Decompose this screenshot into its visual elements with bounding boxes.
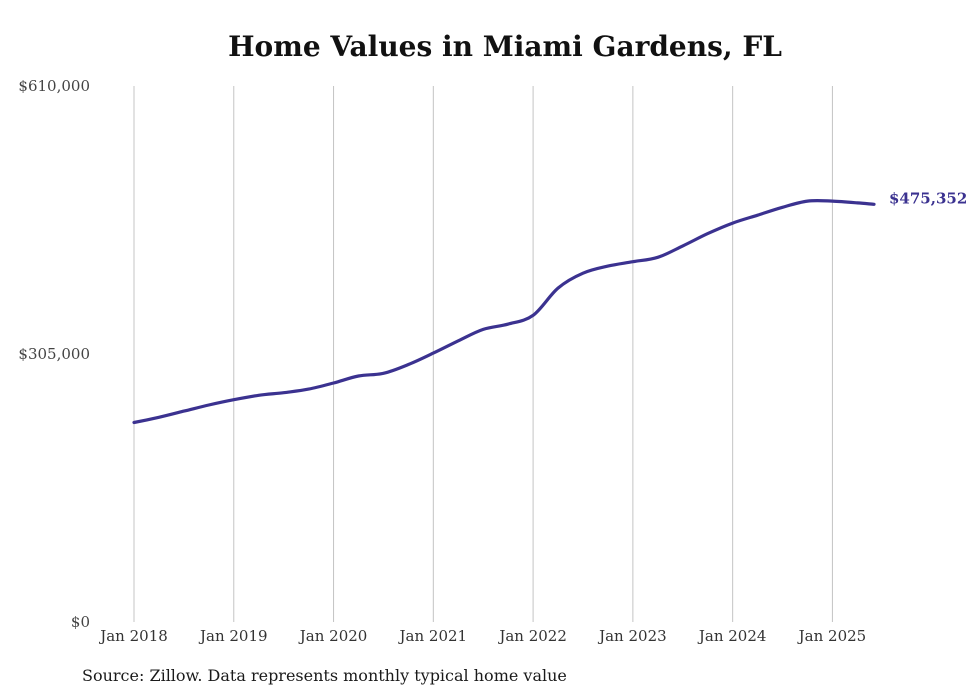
y-tick-label: $610,000 [18,77,90,95]
x-tick-label: Jan 2018 [98,627,168,645]
data-labels: $475,352 [889,189,967,207]
chart-title: Home Values in Miami Gardens, FL [228,30,782,63]
end-value-label: $475,352 [889,189,967,207]
y-axis: $0 $305,000 $610,000 [18,77,90,631]
grid-lines [133,86,833,622]
x-tick-label: Jan 2023 [597,627,667,645]
x-tick-label: Jan 2024 [697,627,767,645]
y-tick-label: $0 [71,613,90,631]
y-tick-label: $305,000 [18,345,90,363]
home-value-line [132,198,876,425]
x-tick-label: Jan 2019 [198,627,268,645]
series-layer [132,198,876,425]
source-note: Source: Zillow. Data represents monthly … [82,666,567,685]
x-axis: Jan 2018 Jan 2019 Jan 2020 Jan 2021 Jan 2022… [98,627,866,645]
x-tick-label: Jan 2025 [797,627,867,645]
x-tick-label: Jan 2020 [298,627,368,645]
x-tick-label: Jan 2022 [497,627,567,645]
x-tick-label: Jan 2021 [398,627,468,645]
